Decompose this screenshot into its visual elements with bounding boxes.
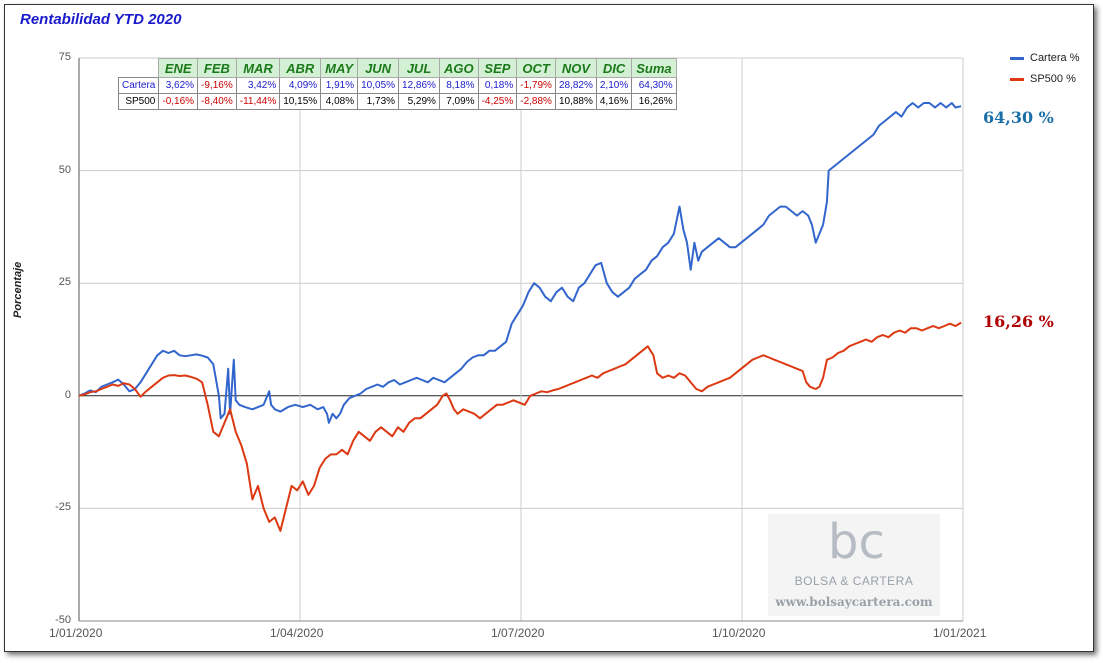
watermark-url: www.bolsaycartera.com — [775, 595, 933, 609]
table-header: MAY — [320, 58, 359, 78]
legend-label-sp500: SP500 % — [1030, 73, 1076, 85]
y-tick-label: -25 — [55, 501, 71, 514]
x-tick-label: 1/01/2020 — [49, 626, 103, 640]
x-tick-label: 1/01/2021 — [933, 626, 987, 640]
x-tick-label: 1/04/2020 — [270, 626, 324, 640]
watermark-logo: bc — [828, 514, 885, 570]
table-cell: -4,25% — [477, 93, 518, 110]
table-header: MAR — [235, 58, 281, 78]
legend-swatch-cartera — [1010, 56, 1024, 60]
series-line-cartera — [78, 102, 962, 424]
y-tick-label: 75 — [58, 51, 71, 63]
table-cell: 4,09% — [279, 77, 322, 94]
table-cell: 64,30% — [631, 77, 677, 94]
table-header: Suma — [631, 58, 677, 78]
legend-item-sp500: SP500 % — [1010, 73, 1076, 85]
table-cell: 16,26% — [631, 93, 677, 110]
table-header: JUL — [398, 58, 440, 78]
table-header: OCT — [516, 58, 556, 78]
table-header: NOV — [554, 58, 597, 78]
y-tick-label: -50 — [55, 614, 71, 626]
table-header: ENE — [158, 58, 199, 78]
series-line-sp500 — [78, 321, 962, 532]
table-cell: -2,88% — [516, 93, 556, 110]
table-row-label: SP500 — [117, 93, 160, 110]
table-cell: 28,82% — [554, 77, 597, 94]
table-cell: 5,29% — [398, 93, 440, 110]
table-cell: 10,15% — [279, 93, 322, 110]
table-header: SEP — [477, 58, 518, 78]
table-header: JUN — [357, 58, 400, 78]
table-cell: 10,05% — [357, 77, 400, 94]
x-tick-label: 1/07/2020 — [491, 626, 545, 640]
end-label-cartera: 64,30 % — [983, 108, 1054, 127]
table-cell: 0,18% — [477, 77, 518, 94]
table-cell: 4,08% — [320, 93, 359, 110]
table-header: AGO — [438, 58, 479, 78]
legend-swatch-sp500 — [1010, 77, 1024, 81]
table-cell: 7,09% — [438, 93, 479, 110]
table-header: DIC — [595, 58, 633, 78]
series-layer — [78, 102, 962, 532]
table-header: ABR — [279, 58, 322, 78]
y-tick-label: 50 — [58, 163, 71, 176]
table-cell: 10,88% — [554, 93, 597, 110]
legend-label-cartera: Cartera % — [1030, 52, 1080, 64]
table-cell: -9,16% — [197, 77, 237, 94]
y-tick-label: 25 — [58, 276, 71, 289]
table-cell: 3,42% — [235, 77, 281, 94]
end-label-sp500: 16,26 % — [983, 312, 1054, 331]
table-header: FEB — [197, 58, 237, 78]
table-corner — [118, 58, 159, 78]
table-row-label: Cartera — [117, 77, 160, 94]
table-row-sp500: SP500 -0,16% -8,40% -11,44% 10,15% 4,08%… — [117, 93, 677, 110]
monthly-returns-table: ENE FEB MAR ABR MAY JUN JUL AGO SEP OCT … — [117, 58, 677, 110]
legend-item-cartera: Cartera % — [1010, 52, 1080, 64]
table-cell: 8,18% — [438, 77, 479, 94]
table-cell: 2,10% — [595, 77, 633, 94]
table-cell: -11,44% — [235, 93, 281, 110]
table-cell: 12,86% — [398, 77, 440, 94]
watermark: bc BOLSA & CARTERA www.bolsaycartera.com — [768, 514, 940, 616]
table-cell: 4,16% — [595, 93, 633, 110]
table-header-row: ENE FEB MAR ABR MAY JUN JUL AGO SEP OCT … — [118, 58, 677, 78]
table-cell: -0,16% — [158, 93, 199, 110]
watermark-name: BOLSA & CARTERA — [794, 574, 914, 588]
y-tick-label: 0 — [64, 388, 71, 401]
table-cell: 3,62% — [158, 77, 199, 94]
y-axis-label: Porcentaje — [12, 261, 24, 318]
table-cell: -1,79% — [516, 77, 556, 94]
table-cell: 1,73% — [357, 93, 400, 110]
x-tick-label: 1/10/2020 — [712, 626, 766, 640]
table-cell: 1,91% — [320, 77, 359, 94]
table-row-cartera: Cartera 3,62% -9,16% 3,42% 4,09% 1,91% 1… — [117, 77, 677, 94]
table-cell: -8,40% — [197, 93, 237, 110]
chart-title: Rentabilidad YTD 2020 — [20, 11, 182, 28]
